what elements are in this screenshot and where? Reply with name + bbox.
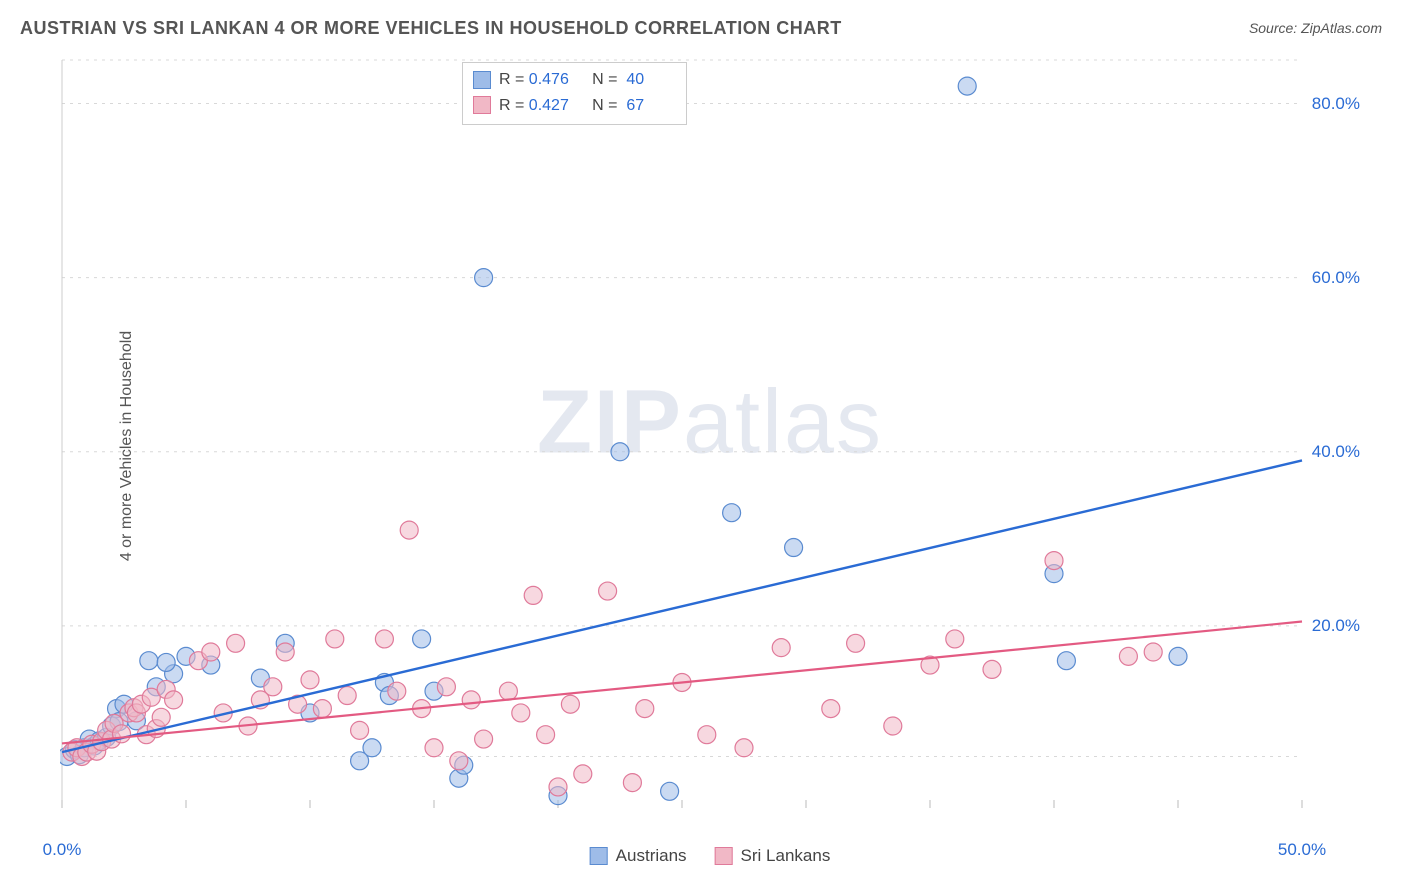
legend-label: Sri Lankans [741, 846, 831, 866]
scatter-point [301, 671, 319, 689]
scatter-point [462, 691, 480, 709]
legend-stats: R = 0.427 N = 67 [499, 93, 676, 119]
scatter-point [400, 521, 418, 539]
scatter-point [847, 634, 865, 652]
scatter-point [450, 752, 468, 770]
scatter-point [388, 682, 406, 700]
scatter-point [1045, 552, 1063, 570]
legend-swatch [473, 96, 491, 114]
legend-item: Sri Lankans [715, 846, 831, 866]
legend-row: R = 0.427 N = 67 [473, 93, 676, 119]
scatter-point [165, 691, 183, 709]
scatter-point [561, 695, 579, 713]
y-tick-label: 60.0% [1312, 268, 1360, 288]
legend-swatch [715, 847, 733, 865]
scatter-point [524, 586, 542, 604]
scatter-point [599, 582, 617, 600]
scatter-point [772, 639, 790, 657]
scatter-point [437, 678, 455, 696]
scatter-point [413, 630, 431, 648]
scatter-point [264, 678, 282, 696]
chart-plot-area: ZIPatlas R = 0.476 N = 40R = 0.427 N = 6… [60, 58, 1360, 818]
scatter-point [623, 774, 641, 792]
scatter-point [1144, 643, 1162, 661]
scatter-point [157, 653, 175, 671]
scatter-point [574, 765, 592, 783]
scatter-point [636, 700, 654, 718]
scatter-point [227, 634, 245, 652]
scatter-point [822, 700, 840, 718]
series-legend: Austrians Sri Lankans [590, 846, 831, 866]
scatter-point [549, 778, 567, 796]
scatter-point [661, 782, 679, 800]
legend-stats: R = 0.476 N = 40 [499, 67, 676, 93]
trend-line [62, 622, 1302, 744]
x-tick-label: 0.0% [43, 840, 82, 860]
scatter-point [946, 630, 964, 648]
scatter-point [884, 717, 902, 735]
scatter-point [785, 539, 803, 557]
scatter-point [338, 687, 356, 705]
correlation-legend: R = 0.476 N = 40R = 0.427 N = 67 [462, 62, 687, 125]
scatter-point [276, 643, 294, 661]
y-tick-label: 40.0% [1312, 442, 1360, 462]
scatter-point [1057, 652, 1075, 670]
scatter-point [326, 630, 344, 648]
scatter-point [1169, 647, 1187, 665]
legend-label: Austrians [616, 846, 687, 866]
scatter-point [475, 730, 493, 748]
source-attribution: Source: ZipAtlas.com [1249, 20, 1382, 36]
scatter-point [152, 708, 170, 726]
legend-swatch [473, 71, 491, 89]
scatter-point [537, 726, 555, 744]
scatter-point [983, 660, 1001, 678]
scatter-point [499, 682, 517, 700]
scatter-point [698, 726, 716, 744]
scatter-point [425, 739, 443, 757]
scatter-point [1119, 647, 1137, 665]
scatter-point [140, 652, 158, 670]
scatter-point [202, 643, 220, 661]
scatter-point [723, 504, 741, 522]
scatter-point [363, 739, 381, 757]
scatter-point [375, 630, 393, 648]
scatter-point [958, 77, 976, 95]
scatter-chart-svg [60, 58, 1360, 818]
y-tick-label: 20.0% [1312, 616, 1360, 636]
trend-line [62, 460, 1302, 752]
scatter-point [351, 721, 369, 739]
scatter-point [512, 704, 530, 722]
y-tick-label: 80.0% [1312, 94, 1360, 114]
x-tick-label: 50.0% [1278, 840, 1326, 860]
chart-title: AUSTRIAN VS SRI LANKAN 4 OR MORE VEHICLE… [20, 18, 842, 39]
scatter-point [475, 269, 493, 287]
scatter-point [313, 700, 331, 718]
legend-swatch [590, 847, 608, 865]
scatter-point [735, 739, 753, 757]
legend-row: R = 0.476 N = 40 [473, 67, 676, 93]
scatter-point [611, 443, 629, 461]
legend-item: Austrians [590, 846, 687, 866]
